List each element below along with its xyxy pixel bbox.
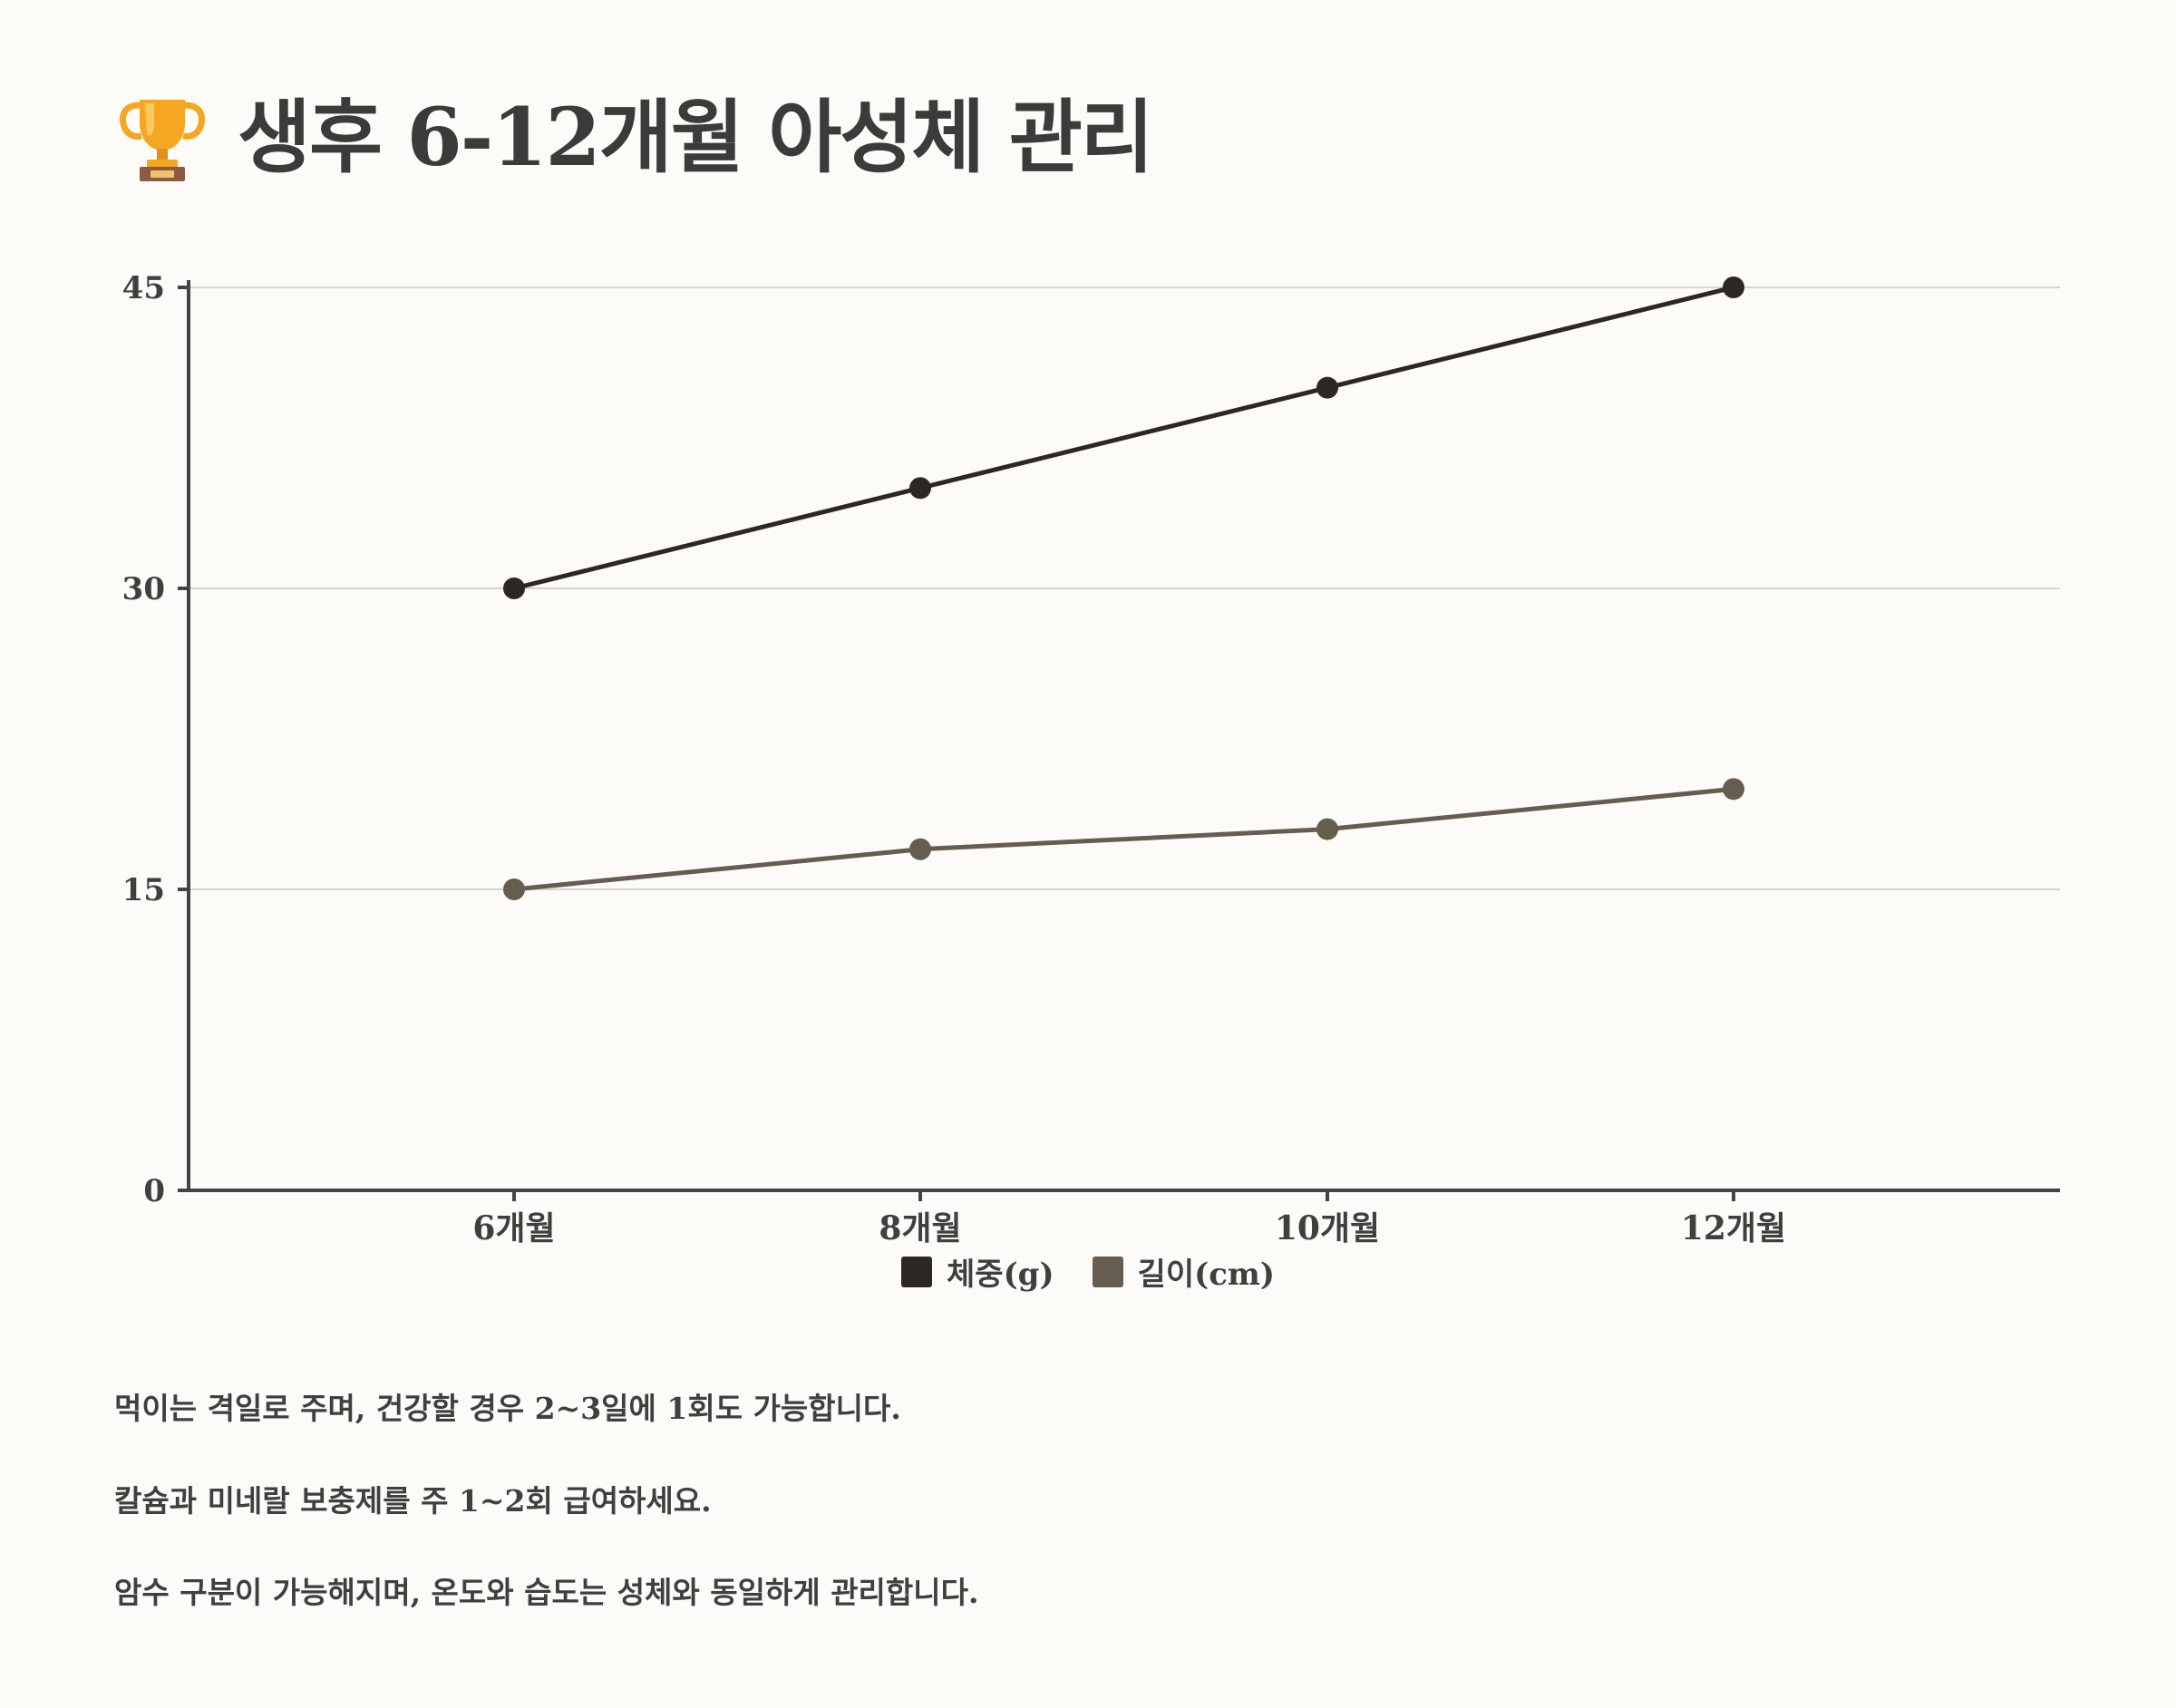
data-point: [503, 577, 525, 599]
axes: 0 15 30 45 6개월 8개월 10개월 12개월: [122, 270, 2060, 1247]
x-tick-label: 8개월: [879, 1209, 961, 1247]
care-notes: 먹이는 격일로 주며, 건강할 경우 2~3일에 1회도 가능합니다. 칼슘과 …: [114, 1391, 2064, 1667]
legend-label-weight: 체중(g): [947, 1257, 1054, 1293]
note-supplement: 칼슘과 미네랄 보충제를 주 1~2회 급여하세요.: [114, 1482, 712, 1519]
legend-swatch-weight: [901, 1256, 933, 1287]
y-tick-label: 0: [143, 1173, 165, 1209]
page-title: 생후 6-12개월 아성체 관리: [238, 90, 1154, 184]
data-point: [1316, 376, 1338, 399]
y-tick-label: 45: [122, 270, 165, 306]
series-line-1: [513, 786, 1734, 892]
chart-legend: 체중(g) 길이(cm): [0, 1249, 2176, 1294]
data-point: [909, 838, 931, 860]
gridlines: [189, 286, 2060, 890]
trophy-icon: [120, 100, 205, 181]
legend-item-length: 길이(cm): [1092, 1249, 1275, 1294]
title-row: 생후 6-12개월 아성체 관리: [112, 87, 1154, 187]
legend-swatch-length: [1092, 1256, 1123, 1287]
data-point: [1316, 818, 1338, 840]
note-sexing-environment: 암수 구분이 가능해지며, 온도와 습도는 성체와 동일하게 관리합니다.: [114, 1575, 979, 1611]
data-point: [1723, 778, 1744, 801]
data-point: [1723, 277, 1744, 298]
data-point: [909, 477, 931, 500]
legend-label-length: 길이(cm): [1137, 1257, 1275, 1293]
x-tick-label: 12개월: [1681, 1209, 1786, 1247]
data-point: [503, 878, 525, 900]
x-tick-label: 10개월: [1275, 1209, 1380, 1247]
series-lines: [503, 277, 1744, 900]
y-tick-label: 15: [122, 872, 165, 908]
x-tick-label: 6개월: [472, 1209, 555, 1247]
legend-item-weight: 체중(g): [901, 1249, 1054, 1294]
note-feeding: 먹이는 격일로 주며, 건강할 경우 2~3일에 1회도 가능합니다.: [114, 1391, 901, 1426]
y-tick-label: 30: [122, 571, 165, 607]
series-line-0: [513, 285, 1734, 591]
